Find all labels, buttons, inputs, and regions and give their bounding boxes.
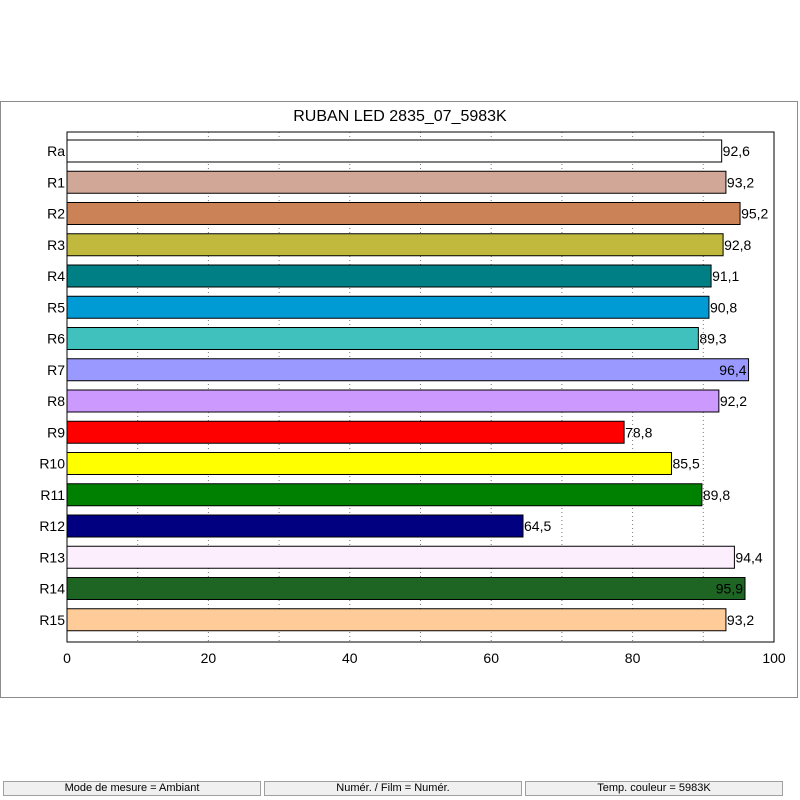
bar	[66, 452, 672, 475]
value-label: 95,9	[716, 581, 743, 597]
category-label: R5	[47, 299, 65, 315]
x-tick-label: 60	[483, 650, 499, 666]
value-label: 92,2	[720, 393, 747, 409]
bars	[66, 139, 750, 632]
value-label: 90,8	[710, 299, 737, 315]
value-label: 92,8	[724, 237, 751, 253]
value-label: 93,2	[727, 174, 754, 190]
chart-title: RUBAN LED 2835_07_5983K	[293, 108, 507, 125]
bar	[66, 202, 741, 225]
category-label: R2	[47, 206, 65, 222]
category-label: R11	[40, 487, 65, 503]
value-label: 94,4	[735, 549, 762, 565]
value-label: 93,2	[727, 612, 754, 628]
category-label: R10	[39, 456, 65, 472]
x-tick-label: 80	[625, 650, 641, 666]
category-label: R12	[39, 518, 65, 534]
x-tick-label: 20	[201, 650, 217, 666]
value-label: 85,5	[672, 456, 699, 472]
x-axis-tick-labels: 0 20 40 60 80 100	[63, 650, 786, 666]
x-tick-label: 100	[762, 650, 786, 666]
value-label: 91,1	[712, 268, 739, 284]
category-label: R1	[47, 174, 65, 190]
status-film-mode: Numér. / Film = Numér.	[264, 781, 522, 796]
chart-window: RUBAN LED 2835_07_5983K Ra R1 R2 R3 R4 R5 R6 R7…	[0, 101, 798, 796]
value-label: 89,8	[703, 487, 730, 503]
value-labels: 92,6 93,2 95,2 92,8 91,1 90,8 89,3 96,4 92,2 78,8…	[524, 143, 769, 628]
plot-area	[66, 131, 775, 643]
bar	[66, 389, 720, 413]
bar	[66, 327, 699, 350]
value-label: 96,4	[719, 362, 746, 378]
bar	[66, 295, 710, 319]
bar	[66, 545, 735, 569]
category-label: Ra	[47, 143, 65, 159]
bar	[66, 358, 750, 382]
status-measure-mode: Mode de mesure = Ambiant	[3, 781, 261, 796]
value-label: 95,2	[741, 206, 768, 222]
bar	[66, 264, 712, 288]
bar	[66, 608, 727, 632]
x-tick-label: 40	[342, 650, 358, 666]
bar	[66, 233, 724, 257]
value-label: 78,8	[625, 424, 652, 440]
category-label: R9	[47, 424, 65, 440]
status-bar: Mode de mesure = Ambiant Numér. / Film =…	[1, 779, 799, 799]
value-label: 89,3	[699, 331, 726, 347]
value-label: 64,5	[524, 518, 551, 534]
status-color-temperature: Temp. couleur = 5983K	[525, 781, 783, 796]
category-label: R7	[47, 362, 65, 378]
category-labels: Ra R1 R2 R3 R4 R5 R6 R7 R8 R9 R10 R11 R12 R13 R14 R15	[39, 143, 65, 628]
value-label: 92,6	[723, 143, 750, 159]
category-label: R4	[47, 268, 65, 284]
bar	[66, 483, 703, 507]
category-label: R8	[47, 393, 65, 409]
bar	[66, 170, 727, 194]
category-label: R14	[39, 581, 65, 597]
x-tick-label: 0	[63, 650, 71, 666]
cri-bar-chart: RUBAN LED 2835_07_5983K Ra R1 R2 R3 R4 R5 R6 R7…	[39, 108, 786, 666]
bar	[66, 514, 524, 538]
category-label: R15	[39, 612, 65, 628]
bar	[66, 139, 723, 163]
bar	[66, 420, 625, 444]
bar	[66, 577, 746, 600]
category-label: R13	[39, 549, 65, 565]
category-label: R6	[47, 331, 65, 347]
category-label: R3	[47, 237, 65, 253]
